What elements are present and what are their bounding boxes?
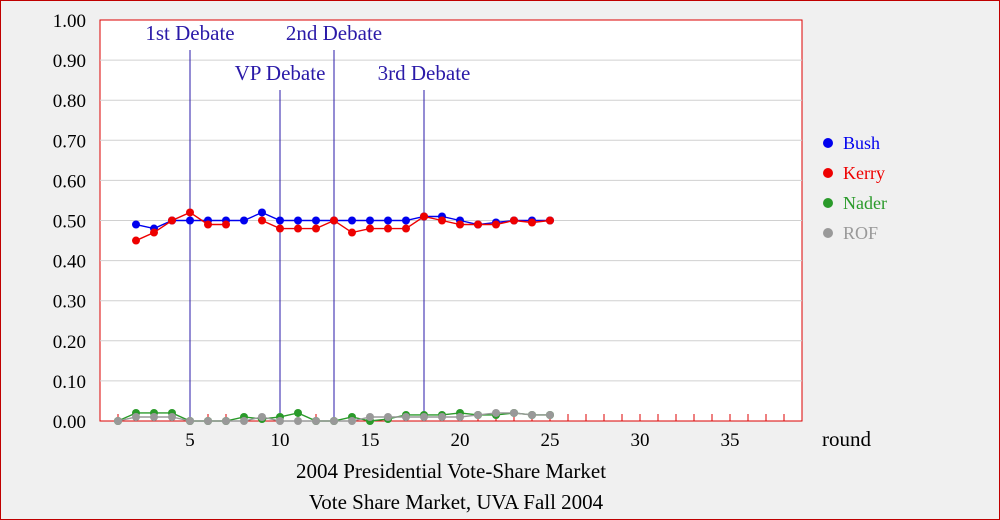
data-point-bush	[366, 216, 374, 225]
data-point-rof	[276, 417, 284, 425]
y-tick-label: 1.00	[53, 11, 86, 32]
data-point-kerry	[168, 216, 176, 225]
data-point-rof	[114, 417, 122, 425]
data-point-kerry	[474, 220, 482, 229]
y-tick-label: 0.40	[53, 252, 86, 273]
data-point-kerry	[510, 216, 518, 225]
y-tick-label: 0.90	[53, 51, 86, 72]
data-point-kerry	[528, 218, 536, 227]
data-point-bush	[312, 216, 320, 225]
event-label: 2nd Debate	[286, 21, 382, 45]
data-point-bush	[276, 216, 284, 225]
data-point-bush	[402, 216, 410, 225]
y-tick-label: 0.50	[53, 212, 86, 233]
data-point-kerry	[456, 220, 464, 229]
data-point-bush	[258, 208, 266, 217]
y-tick-label: 0.20	[53, 332, 86, 353]
data-point-bush	[348, 216, 356, 225]
data-point-kerry	[384, 224, 392, 233]
data-point-kerry	[366, 224, 374, 233]
data-point-rof	[204, 417, 212, 425]
data-point-bush	[186, 216, 194, 225]
y-tick-label: 0.70	[53, 131, 86, 152]
data-point-rof	[186, 417, 194, 425]
data-point-rof	[150, 412, 158, 421]
y-tick-label: 0.00	[53, 412, 86, 433]
legend-label: Nader	[843, 193, 887, 213]
data-point-rof	[456, 412, 464, 421]
data-point-kerry	[276, 224, 284, 233]
data-point-kerry	[348, 228, 356, 237]
data-point-kerry	[186, 208, 194, 217]
event-label: 3rd Debate	[378, 61, 471, 85]
chart-subtitle: Vote Share Market, UVA Fall 2004	[309, 490, 604, 514]
x-tick-label: 15	[361, 430, 380, 451]
data-point-rof	[168, 412, 176, 421]
data-point-rof	[510, 408, 518, 417]
data-point-bush	[294, 216, 302, 225]
data-point-rof	[474, 410, 482, 419]
data-point-rof	[546, 410, 554, 419]
legend-label: Kerry	[843, 163, 885, 183]
data-point-rof	[312, 417, 320, 425]
x-tick-label: 25	[541, 430, 560, 451]
data-point-kerry	[294, 224, 302, 233]
x-tick-label: 35	[721, 430, 740, 451]
data-point-bush	[384, 216, 392, 225]
legend-label: Bush	[843, 133, 880, 153]
legend-marker-nader	[823, 198, 833, 208]
data-point-kerry	[204, 220, 212, 229]
x-tick-label: 30	[631, 430, 650, 451]
data-point-kerry	[402, 224, 410, 233]
data-point-bush	[240, 216, 248, 225]
event-label: 1st Debate	[145, 21, 234, 45]
data-point-kerry	[492, 220, 500, 229]
data-point-rof	[528, 410, 536, 419]
legend-label: ROF	[843, 223, 878, 243]
data-point-rof	[366, 412, 374, 421]
y-tick-label: 0.80	[53, 91, 86, 112]
x-tick-label: 5	[185, 430, 195, 451]
data-point-rof	[402, 412, 410, 421]
chart-title: 2004 Presidential Vote-Share Market	[296, 459, 606, 483]
data-point-rof	[330, 417, 338, 425]
data-point-nader	[294, 408, 302, 417]
data-point-kerry	[330, 216, 338, 225]
data-point-rof	[384, 412, 392, 421]
data-point-rof	[348, 417, 356, 425]
data-point-kerry	[420, 212, 428, 221]
data-point-rof	[258, 412, 266, 421]
legend-marker-rof	[823, 228, 833, 238]
event-label: VP Debate	[235, 61, 326, 85]
y-tick-label: 0.30	[53, 292, 86, 313]
data-point-rof	[492, 408, 500, 417]
data-point-kerry	[150, 228, 158, 237]
data-point-bush	[132, 220, 140, 229]
data-point-rof	[222, 417, 230, 425]
x-axis-label: round	[822, 427, 871, 451]
data-point-rof	[240, 417, 248, 425]
y-tick-label: 0.10	[53, 372, 86, 393]
data-point-rof	[438, 412, 446, 421]
legend-marker-kerry	[823, 168, 833, 178]
data-point-rof	[132, 412, 140, 421]
data-point-kerry	[132, 236, 140, 245]
x-tick-label: 20	[451, 430, 470, 451]
data-point-rof	[294, 417, 302, 425]
data-point-kerry	[312, 224, 320, 233]
data-point-kerry	[222, 220, 230, 229]
y-tick-label: 0.60	[53, 171, 86, 192]
data-point-kerry	[438, 216, 446, 225]
data-point-kerry	[546, 216, 554, 225]
x-tick-label: 10	[271, 430, 290, 451]
legend-marker-bush	[823, 138, 833, 148]
data-point-rof	[420, 412, 428, 421]
data-point-kerry	[258, 216, 266, 225]
